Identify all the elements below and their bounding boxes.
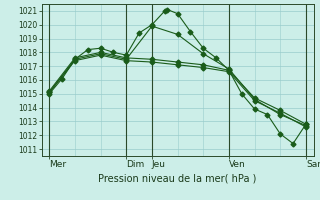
X-axis label: Pression niveau de la mer( hPa ): Pression niveau de la mer( hPa ) (99, 173, 257, 183)
